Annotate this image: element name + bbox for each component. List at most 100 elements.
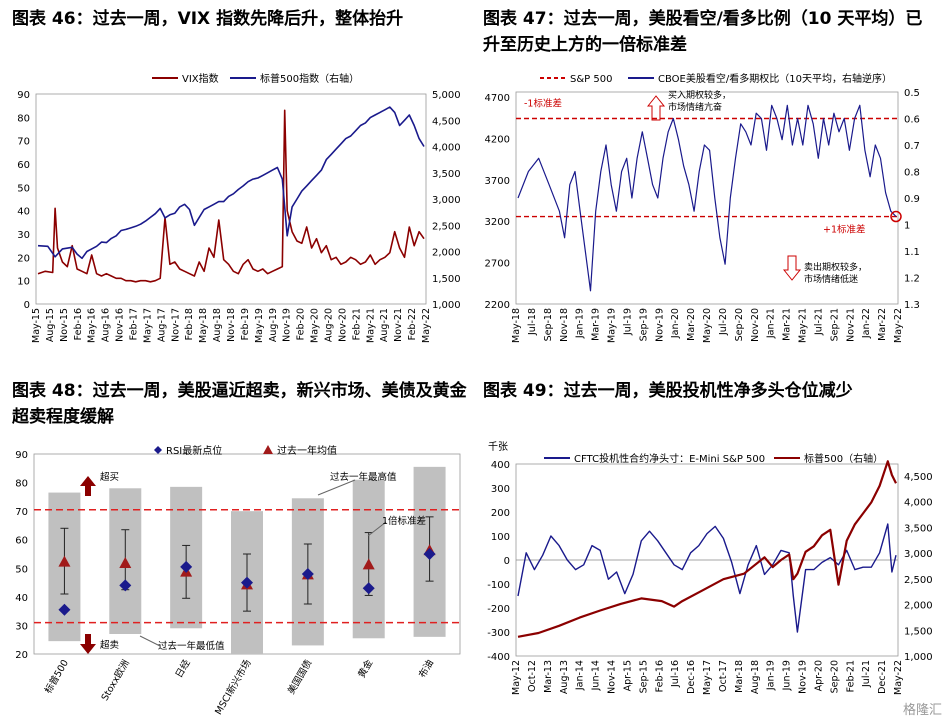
chart47-x-tick-label: Jul-21 [813,308,824,336]
chart47-x-tick-label: Sep-19 [638,308,649,341]
chart47-ref-label-1: +1标准差 [823,224,866,236]
chart46-y-right-tick-label: 4,000 [432,143,461,154]
chart49-y-right-tick-label: 4,500 [904,472,933,483]
chart49-y-right-tick-label: 1,000 [904,652,933,663]
chart48-note-low: 过去一年最低值 [158,640,225,652]
chart49-x-tick-label: Feb-16 [654,660,665,692]
chart47-annotation-sell-2: 市场情绪低迷 [804,273,858,285]
chart48-plot: 20 30 40 50 60 70 80 90 标普500 Stoxx欧洲 日经 MSCI新兴市场 美国… [15,444,461,717]
chart46-x-tick-label: May-16 [87,308,98,343]
chart48-y-tick-label: 70 [15,507,28,518]
chart46-legend-vix-label: VIX指数 [182,72,219,85]
chart49-x-tick-label: Jul-16 [670,660,681,688]
chart49-x-tick-label: May-17 [702,660,713,695]
chart47-y-left-tick-label: 4700 [485,93,510,104]
chart46-x-tick-label: May-18 [198,308,209,343]
chart47-x-tick-label: Mar-22 [877,308,888,341]
chart47-x-tick-label: Jan-19 [575,308,586,339]
chart46-series-0-line [37,109,425,283]
chart46-x-tick-label: Aug-19 [268,308,279,342]
chart49-x-tick-label: Oct-12 [527,660,538,692]
chart49-x-tick-label: Apr-20 [813,660,824,691]
chart49-y-right-tick-label: 3,000 [904,549,933,560]
chart49-x-tick-label: Mar-13 [543,660,554,693]
chart47-plot: 2200 2700 3200 3700 4200 4700 0.5 0.6 0.7 0.8 0.9 1… [485,72,920,343]
chart49-x-tick-label: Jan-14 [575,660,586,691]
chart49-y-left-tick-label: -100 [487,580,510,591]
chart46-x-tick-label: Feb-20 [296,308,307,340]
chart49-x-tick-label: Oct-17 [718,660,729,692]
chart46-series-1-line [37,106,425,260]
chart48-y-tick-label: 20 [15,650,28,661]
chart47-y-right-tick-label: 1 [904,221,910,232]
chart49-y-left-tick-label: -200 [487,604,510,615]
chart46-x-tick-label: Feb-19 [240,308,251,340]
chart48-y-tick-label: 40 [15,593,28,604]
chart48-note-line-high [317,479,356,496]
chart46-x-tick-label: Feb-16 [73,308,84,340]
chart46-x-tick-label: Aug-16 [101,308,112,342]
chart48-category-label: Stoxx欧洲 [99,658,132,703]
chart49-y-left-tick-label: -400 [487,652,510,663]
watermark-label: 格隆汇 [902,703,942,718]
chart49-x-tick-label: Jan-19 [766,660,777,691]
chart48-category-label: 黄金 [355,657,375,680]
chart49-x-tick-label: Sep-20 [829,660,840,693]
chart49-y-right-tick-label: 1,500 [904,626,933,637]
chart46-title: 图表 46：过去一周，VIX 指数先降后升，整体抬升 [12,9,404,29]
chart49-x-tick-label: Dec-16 [686,660,697,694]
chart49-y-right-tick-label: 3,500 [904,523,933,534]
chart49-legend-cftc-label: CFTC投机性合约净头寸：E-Mini S&P 500 [574,452,765,465]
chart49-x-tick-label: Mar-18 [734,660,745,693]
chart47-x-tick-label: Nov-19 [654,308,665,342]
chart49-plot: -400 -300 -200 -100 0 100 200 300 400 1,000 1,500 2… [487,441,933,695]
chart46-x-tick-label: Aug-15 [45,308,56,342]
chart46-x-tick-label: Nov-17 [170,308,181,342]
chart48-y-tick-label: 80 [15,479,28,490]
chart46-x-tick-label: Nov-19 [282,308,293,342]
chart47-y-right-tick-label: 1.1 [904,247,920,258]
chart46-plot-frame [35,93,427,305]
chart47-x-tick-label: May-18 [511,308,522,343]
chart48-avg-marker [119,557,132,568]
chart47-y-right-tick-label: 0.5 [904,88,920,99]
chart48-oversold-arrow-icon [80,634,96,654]
chart47-annotation-buy-2: 市场情绪亢奋 [668,101,722,113]
chart46-y-left-tick-label: 50 [17,183,30,194]
chart48-category-label: 日经 [173,657,193,680]
chart47-x-tick-label: Jan-20 [670,308,681,339]
chart48-rsi-marker [180,560,193,573]
chart48-avg-marker [58,555,71,567]
chart49-y-right-tick-label: 4,000 [904,498,933,509]
chart47-y-left-tick-label: 3700 [485,176,510,187]
chart49-x-tick-label: Dec-21 [877,660,888,694]
chart47-x-tick-label: Jul-19 [622,308,633,336]
chart47-x-tick-label: Jul-20 [718,308,729,336]
chart46-x-tick-label: Nov-21 [393,308,404,342]
chart46-x-tick-label: Aug-20 [324,308,335,342]
chart49-y-right-tick-label: 2,000 [904,601,933,612]
chart49-x-tick-label: Nov-14 [607,660,618,694]
chart49-x-tick-label: Aug-18 [750,660,761,694]
chart47-x-tick-label: Jan-21 [766,308,777,339]
chart47-x-tick-label: Mar-19 [591,308,602,341]
chart46-y-right-tick-label: 4,500 [432,116,461,127]
chart46-x-tick-label: May-20 [310,308,321,343]
chart47-plot-frame [515,91,899,305]
chart46-x-tick-label: May-19 [254,308,265,343]
chart47-annotation-buy: 买入期权较多， [668,89,731,101]
chart48-overbought-arrow-icon [80,476,96,496]
chart49-y-right-tick-label: 2,500 [904,575,933,586]
chart47-down-arrow-icon [782,255,802,281]
chart48-note-line-sd [367,521,387,537]
chart48-legend-avg-swatch [263,445,273,454]
chart46-x-tick-label: Nov-20 [337,308,348,342]
chart46-x-tick-label: May-17 [142,308,153,343]
chart49-y-left-tick-label: 300 [491,484,510,495]
chart47-annotation-sell: 卖出期权较多， [804,261,867,273]
chart48-rsi-marker [362,582,375,595]
chart49-x-tick-label: Jun-19 [782,660,793,691]
chart49-legend-spx-label: 标普500（右轴） [804,452,883,465]
chart47-ref-label-0: -1标准差 [524,98,562,110]
chart48-y-tick-label: 90 [15,450,28,461]
